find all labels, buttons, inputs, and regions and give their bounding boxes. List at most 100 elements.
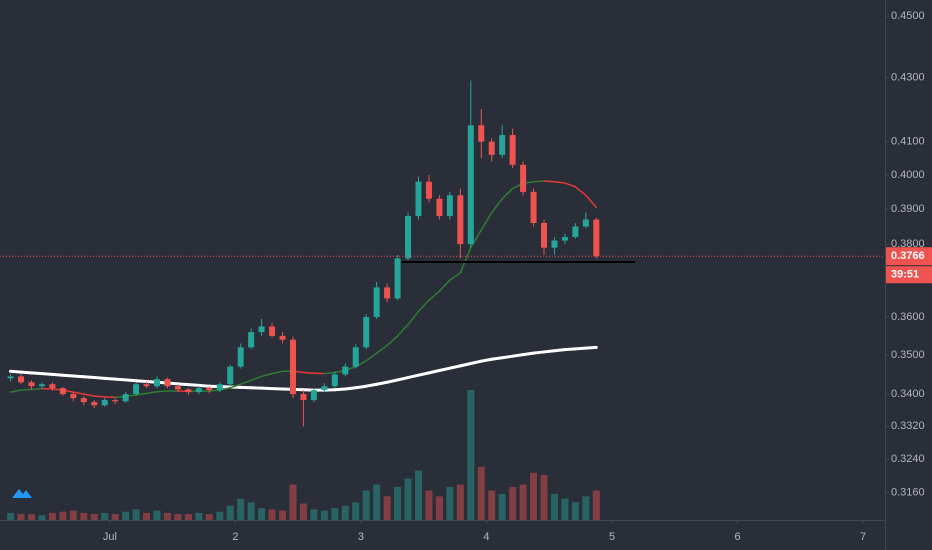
moving-average-segment <box>186 383 201 387</box>
candle-body <box>363 317 370 348</box>
volume-bar <box>122 511 130 520</box>
moving-average-segment <box>490 356 504 361</box>
moving-average-segment <box>302 371 315 375</box>
candle-body <box>478 125 485 142</box>
volume-bar <box>268 509 276 520</box>
volume-bar <box>456 484 464 520</box>
candle-body <box>70 394 77 399</box>
moving-average-segment <box>333 387 347 392</box>
moving-average-segment <box>72 391 85 395</box>
volume-bar <box>352 502 360 520</box>
y-tick-label: 0.3240 <box>891 453 925 465</box>
y-tick-label: 0.3900 <box>891 203 925 215</box>
moving-average-segment <box>469 359 483 366</box>
volume-bar <box>101 512 109 520</box>
moving-average-segment <box>386 335 399 347</box>
volume-bar <box>299 503 307 520</box>
moving-average-segment <box>437 366 452 373</box>
moving-average-segment <box>40 372 54 376</box>
volume-bar <box>310 509 318 520</box>
moving-average-segment <box>458 362 473 368</box>
candle-body <box>321 386 328 391</box>
candle-body <box>582 219 589 227</box>
volume-bar <box>226 505 234 520</box>
moving-average-segment <box>552 348 567 353</box>
volume-bar <box>258 508 266 520</box>
moving-average-segment <box>470 229 483 249</box>
moving-average-segment <box>208 389 221 392</box>
volume-bar <box>446 486 454 520</box>
last-price-box <box>886 247 932 266</box>
volume-bar <box>362 490 370 520</box>
moving-average-segment <box>92 376 107 380</box>
candle-body <box>18 376 25 383</box>
logo-shape <box>12 489 32 498</box>
moving-average-segment <box>83 393 95 397</box>
candle-body <box>499 135 506 155</box>
moving-average-segment <box>480 211 493 231</box>
volume-bar <box>289 484 297 520</box>
moving-average-segment <box>113 377 128 382</box>
candle-body <box>185 389 192 393</box>
candle-body <box>91 402 98 406</box>
moving-average-segment <box>417 299 430 313</box>
moving-average-segment <box>134 379 149 383</box>
moving-average-segment <box>585 194 598 209</box>
y-tick-label: 0.4300 <box>891 71 925 83</box>
volume-bar <box>582 496 590 520</box>
volume-bar <box>69 510 77 520</box>
volume-bar <box>498 494 506 520</box>
moving-average-segment <box>365 352 378 362</box>
moving-average-segment <box>271 370 284 375</box>
volume-bar <box>205 514 213 520</box>
candle-body <box>101 400 108 406</box>
candle-body <box>384 287 391 299</box>
candle-body <box>551 240 558 248</box>
candle-body <box>593 219 600 257</box>
y-tick-label: 0.4100 <box>891 136 925 148</box>
candle-body <box>49 384 56 389</box>
candle-body <box>80 398 87 403</box>
candle-body <box>7 376 14 379</box>
moving-average-segment <box>50 372 65 377</box>
moving-average-segment <box>354 384 368 390</box>
volume-bar <box>540 475 548 520</box>
x-tick-label: 5 <box>609 531 615 543</box>
moving-average-segment <box>501 187 514 200</box>
candle-body <box>133 384 140 395</box>
moving-average-segment <box>71 374 86 379</box>
candle-body <box>509 135 516 165</box>
y-tick-label: 0.3160 <box>891 487 925 499</box>
volume-bar <box>394 486 402 520</box>
moving-average-segment <box>156 390 169 393</box>
moving-average-segment <box>543 180 556 183</box>
moving-average-segment <box>375 380 389 386</box>
moving-average-segment <box>479 357 494 363</box>
volume-bar <box>174 514 182 520</box>
volume-bar <box>48 512 56 520</box>
y-tick-label: 0.4500 <box>891 10 925 22</box>
candle-body <box>436 198 443 217</box>
candle-body <box>258 326 265 333</box>
candle-body <box>227 366 234 385</box>
candle-body <box>342 366 349 375</box>
candle-body <box>310 390 317 401</box>
volume-bar <box>320 510 328 520</box>
y-tick-label: 0.3320 <box>891 420 925 432</box>
volume-bar <box>38 515 46 520</box>
moving-average-segment <box>573 346 588 351</box>
last-price-label: 0.3766 <box>891 250 925 262</box>
x-tick-label: 3 <box>358 531 364 543</box>
volume-bar <box>59 511 67 520</box>
candle-body <box>415 181 422 217</box>
volume-bar <box>341 505 349 520</box>
candle-body <box>331 374 338 387</box>
volume-bar <box>27 514 35 520</box>
moving-average-segment <box>145 390 158 395</box>
volume-bar <box>111 514 119 520</box>
candle-body <box>248 332 255 348</box>
y-tick-label: 0.3600 <box>891 311 925 323</box>
candle-body <box>164 379 171 387</box>
